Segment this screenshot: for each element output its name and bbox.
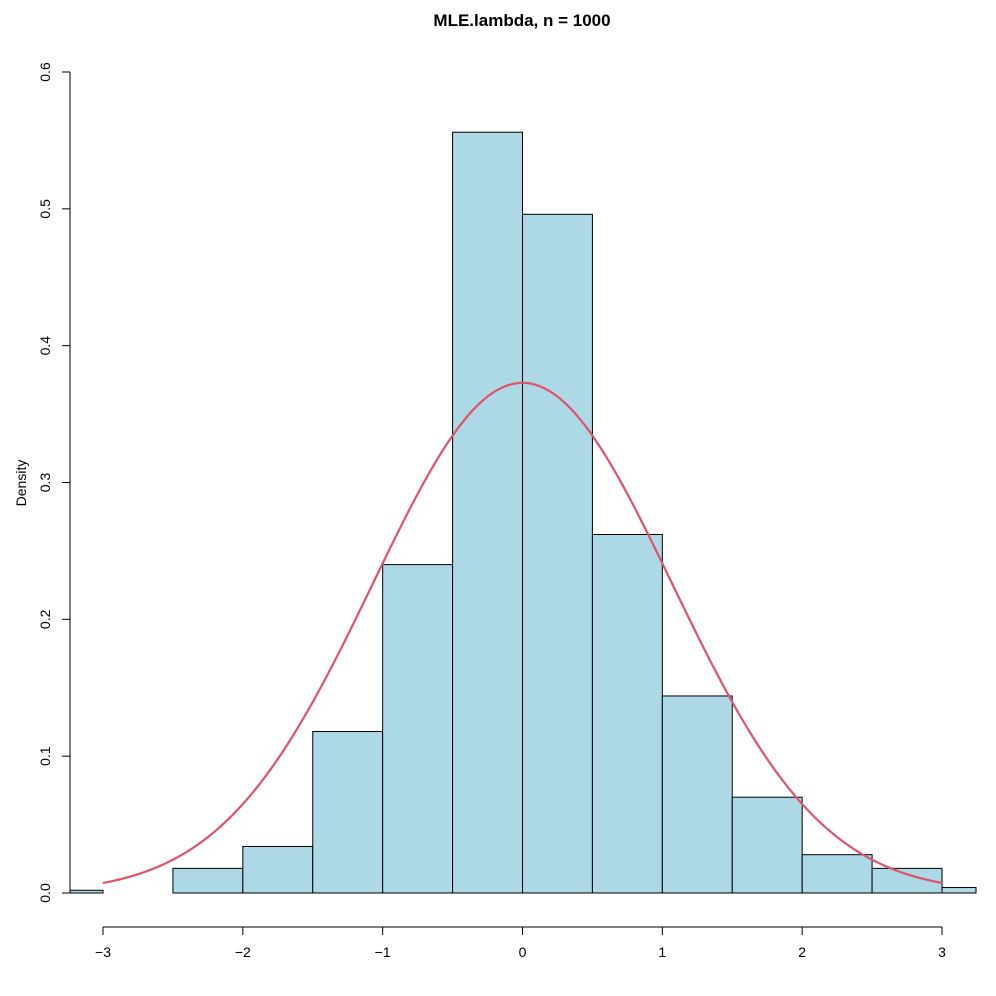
histogram-bar — [172, 867, 244, 894]
histogram-bar — [69, 889, 104, 894]
x-tick-label: 3 — [938, 944, 946, 960]
y-tick-label: 0.5 — [37, 199, 53, 219]
x-tick-label: 1 — [658, 944, 666, 960]
y-tick-label: 0.0 — [37, 883, 53, 903]
y-tick-label: 0.4 — [37, 336, 53, 356]
density-curve — [102, 381, 943, 885]
histogram-bars — [69, 131, 977, 894]
histogram-bar — [522, 213, 593, 894]
x-tick-label: 2 — [798, 944, 806, 960]
x-tick-label: −1 — [375, 944, 391, 960]
x-axis: −3 −2 −1 0 1 2 3 — [95, 926, 946, 960]
histogram-bar — [312, 731, 384, 894]
x-tick-label: 0 — [519, 944, 527, 960]
histogram-bar — [382, 564, 454, 894]
y-tick-label: 0.2 — [37, 609, 53, 629]
histogram-bar — [591, 533, 663, 894]
histogram-bar — [801, 854, 873, 894]
y-axis-label: Density — [13, 460, 29, 507]
histogram-bar — [242, 845, 314, 894]
x-tick-label: −2 — [235, 944, 251, 960]
histogram-bar — [661, 695, 733, 894]
y-tick-label: 0.3 — [37, 473, 53, 493]
y-axis: 0.0 0.1 0.2 0.3 0.4 0.5 0.6 — [37, 62, 71, 903]
y-tick-label: 0.6 — [37, 62, 53, 82]
histogram-bar — [941, 887, 977, 894]
histogram-bar — [452, 131, 524, 894]
x-tick-label: −3 — [95, 944, 111, 960]
chart-title: MLE.lambda, n = 1000 — [433, 11, 610, 30]
y-tick-label: 0.1 — [37, 746, 53, 766]
histogram-bar — [731, 796, 803, 894]
